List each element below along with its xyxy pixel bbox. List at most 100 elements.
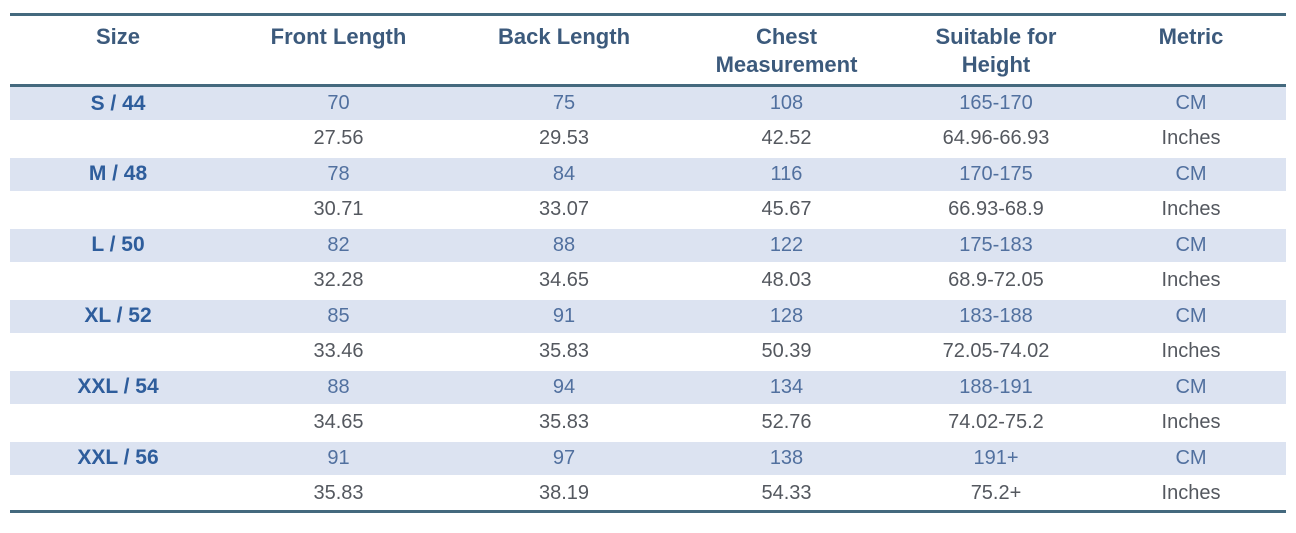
front-length-cell: 34.65 [313, 411, 364, 434]
column-header: Front Length [226, 15, 451, 86]
back-length-cell: 88 [451, 226, 677, 264]
chest-measurement-cell: 134 [677, 368, 896, 406]
front-length-cell: 27.56 [313, 127, 364, 150]
size-cell: XXL / 54 [10, 368, 226, 406]
metric-cell: CM [1096, 155, 1286, 193]
table-body: S / 44 70 75 108 165-170 CM 27.56 29.53 … [10, 84, 1286, 512]
metric-cell: CM [1096, 439, 1286, 477]
suitable-height-cell: 64.96-66.93 [942, 127, 1050, 150]
metric-cell: CM [1096, 368, 1286, 406]
chest-measurement-cell: 108 [677, 84, 896, 122]
table-row: XXL / 54 88 94 134 188-191 CM [10, 368, 1286, 406]
suitable-height-cell: 170-175 [896, 155, 1096, 193]
front-length-cell: 32.28 [313, 269, 364, 292]
table-row: 30.71 33.07 45.67 66.93-68.9 Inches [10, 192, 1286, 228]
front-length-cell: 33.46 [313, 340, 364, 363]
size-cell [10, 121, 226, 157]
back-length-cell: 35.83 [538, 411, 590, 434]
column-header: Size [10, 15, 226, 86]
front-length-cell: 88 [226, 368, 451, 406]
chest-measurement-cell: 116 [677, 155, 896, 193]
chest-measurement-cell: 52.76 [761, 411, 812, 434]
front-length-cell: 70 [226, 84, 451, 122]
suitable-height-cell: 75.2+ [970, 482, 1022, 504]
front-length-cell: 85 [226, 297, 451, 335]
size-cell [10, 263, 226, 299]
column-header: Metric [1096, 15, 1286, 86]
suitable-height-cell: 183-188 [896, 297, 1096, 335]
column-header: Suitable for Height [896, 15, 1096, 86]
front-length-cell: 91 [226, 439, 451, 477]
table-row: 34.65 35.83 52.76 74.02-75.2 Inches [10, 405, 1286, 441]
chest-measurement-cell: 128 [677, 297, 896, 335]
metric-cell: Inches [1161, 127, 1221, 150]
column-header-label: Size [95, 24, 141, 49]
back-length-cell: 94 [451, 368, 677, 406]
front-length-cell: 30.71 [313, 198, 364, 221]
chest-measurement-cell: 50.39 [761, 340, 812, 363]
column-header-label: Suitable for Height [935, 24, 1057, 77]
table-row: M / 48 78 84 116 170-175 CM [10, 155, 1286, 193]
front-length-cell: 82 [226, 226, 451, 264]
back-length-cell: 38.19 [538, 482, 590, 504]
metric-cell: Inches [1161, 269, 1221, 292]
suitable-height-cell: 68.9-72.05 [948, 269, 1044, 292]
metric-cell: CM [1096, 84, 1286, 122]
size-chart-table: Size Front Length Back Length Chest Meas… [10, 13, 1286, 513]
front-length-cell: 78 [226, 155, 451, 193]
column-header-label: Chest Measurement [715, 24, 858, 77]
size-cell: XXL / 56 [10, 439, 226, 477]
chest-measurement-cell: 42.52 [761, 127, 812, 150]
back-length-cell: 35.83 [538, 340, 590, 363]
column-header: Chest Measurement [677, 15, 896, 86]
suitable-height-cell: 188-191 [896, 368, 1096, 406]
back-length-cell: 75 [451, 84, 677, 122]
chest-measurement-cell: 122 [677, 226, 896, 264]
column-header: Back Length [451, 15, 677, 86]
table-header: Size Front Length Back Length Chest Meas… [10, 15, 1286, 86]
back-length-cell: 84 [451, 155, 677, 193]
size-cell: L / 50 [10, 226, 226, 264]
chest-measurement-cell: 54.33 [761, 482, 812, 504]
table-row: S / 44 70 75 108 165-170 CM [10, 84, 1286, 122]
table-row: 32.28 34.65 48.03 68.9-72.05 Inches [10, 263, 1286, 299]
header-row: Size Front Length Back Length Chest Meas… [10, 15, 1286, 86]
suitable-height-cell: 72.05-74.02 [942, 340, 1050, 363]
metric-cell: Inches [1161, 198, 1221, 221]
suitable-height-cell: 165-170 [896, 84, 1096, 122]
back-length-cell: 91 [451, 297, 677, 335]
table-row: 33.46 35.83 50.39 72.05-74.02 Inches [10, 334, 1286, 370]
chest-measurement-cell: 48.03 [761, 269, 812, 292]
size-cell [10, 192, 226, 228]
chest-measurement-cell: 138 [677, 439, 896, 477]
back-length-cell: 33.07 [538, 198, 590, 221]
back-length-cell: 97 [451, 439, 677, 477]
size-cell [10, 334, 226, 370]
front-length-cell: 35.83 [313, 482, 364, 504]
suitable-height-cell: 74.02-75.2 [948, 411, 1044, 434]
suitable-height-cell: 66.93-68.9 [948, 198, 1044, 221]
metric-cell: Inches [1161, 411, 1221, 434]
table-row: 35.83 38.19 54.33 75.2+ Inches [10, 476, 1286, 512]
suitable-height-cell: 191+ [896, 439, 1096, 477]
size-cell [10, 405, 226, 441]
column-header-label: Front Length [270, 24, 407, 49]
back-length-cell: 29.53 [538, 127, 590, 150]
table-row: 27.56 29.53 42.52 64.96-66.93 Inches [10, 121, 1286, 157]
size-cell [10, 476, 226, 512]
metric-cell: Inches [1161, 340, 1221, 363]
suitable-height-cell: 175-183 [896, 226, 1096, 264]
back-length-cell: 34.65 [538, 269, 590, 292]
metric-cell: CM [1096, 226, 1286, 264]
column-header-label: Metric [1158, 24, 1224, 49]
size-cell: S / 44 [10, 84, 226, 122]
size-chart-container: Size Front Length Back Length Chest Meas… [10, 13, 1286, 513]
size-cell: XL / 52 [10, 297, 226, 335]
table-row: XXL / 56 91 97 138 191+ CM [10, 439, 1286, 477]
metric-cell: Inches [1161, 482, 1221, 504]
metric-cell: CM [1096, 297, 1286, 335]
table-row: L / 50 82 88 122 175-183 CM [10, 226, 1286, 264]
table-row: XL / 52 85 91 128 183-188 CM [10, 297, 1286, 335]
size-cell: M / 48 [10, 155, 226, 193]
